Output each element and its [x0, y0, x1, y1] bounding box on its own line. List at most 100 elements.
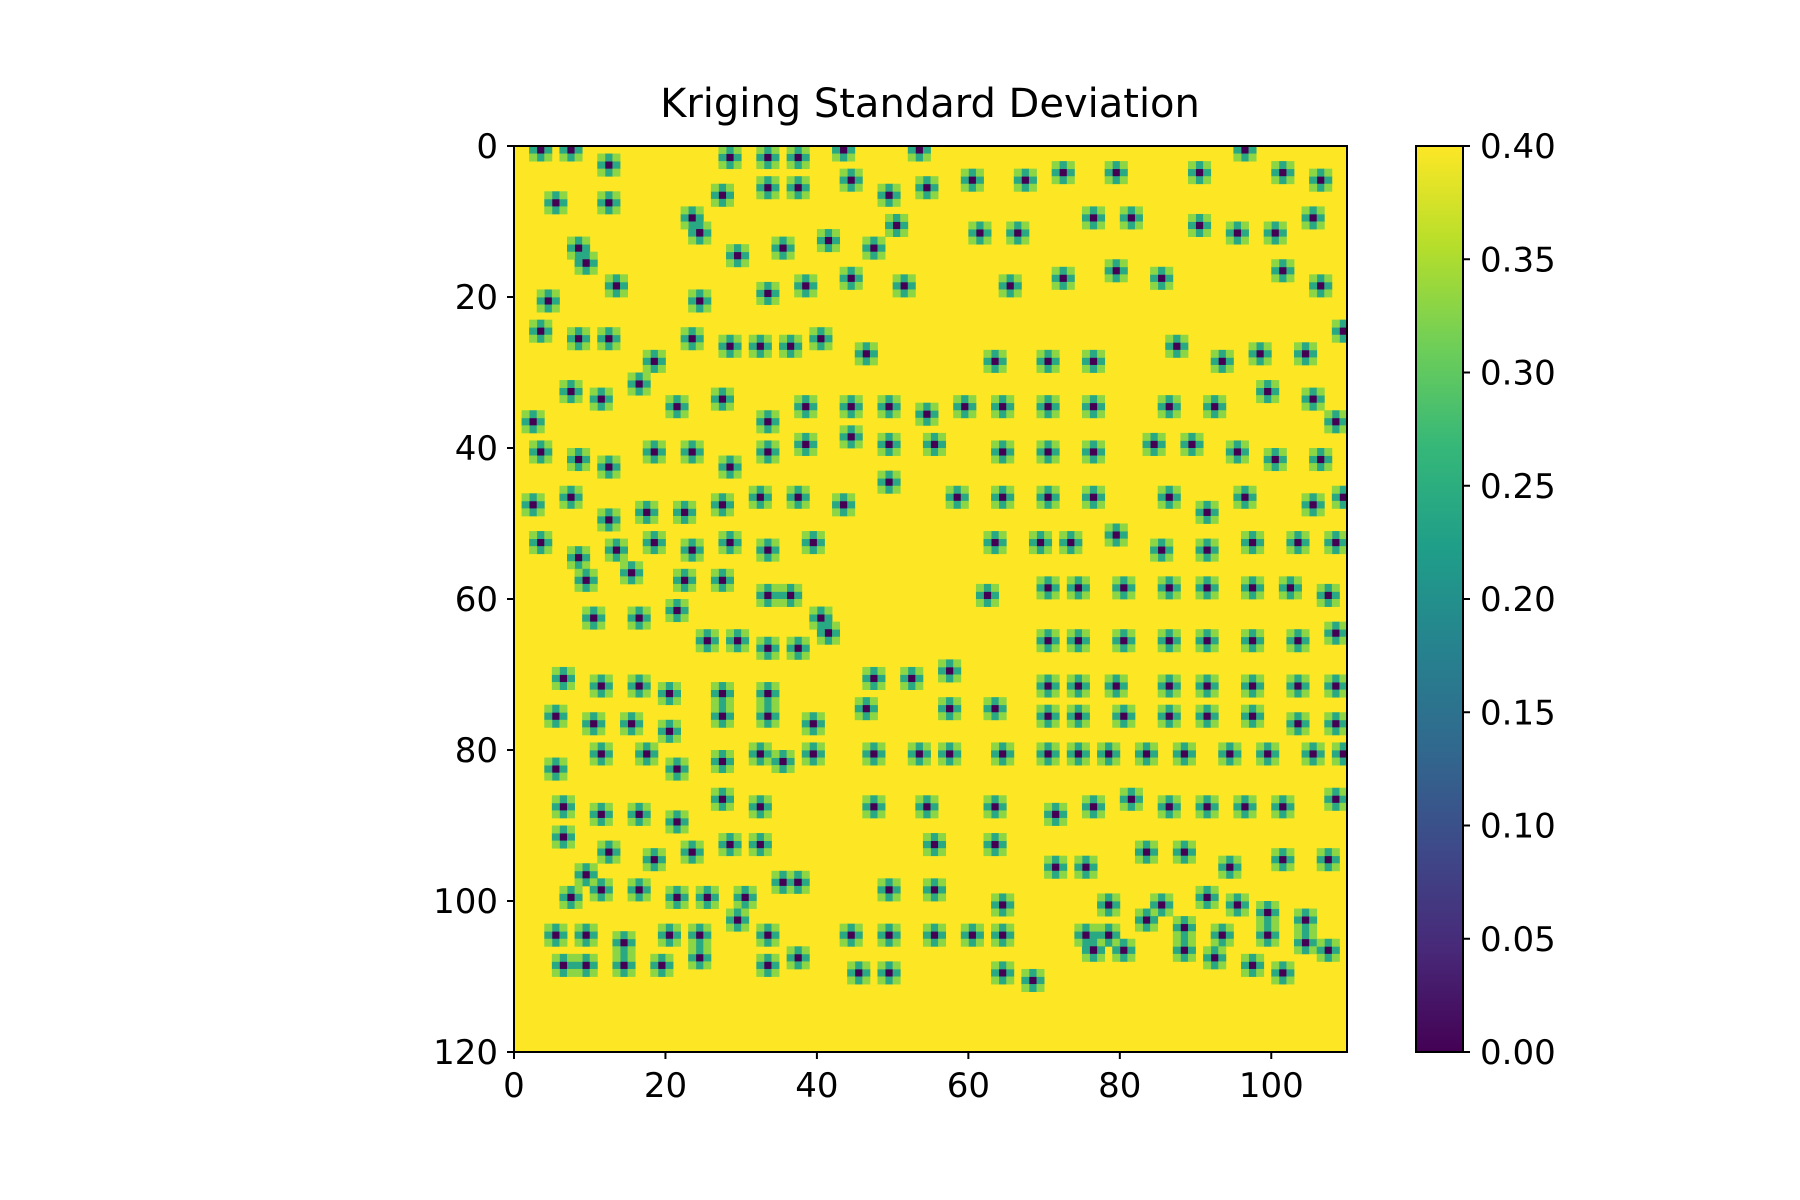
heatmap-cell — [991, 923, 1000, 932]
heatmap-cell — [801, 651, 810, 660]
heatmap-cell — [779, 251, 788, 260]
heatmap-cell — [1112, 750, 1121, 758]
heatmap-cell — [1066, 546, 1075, 555]
heatmap-cell — [1203, 168, 1212, 177]
heatmap-cell — [551, 682, 560, 690]
heatmap-cell — [1112, 583, 1121, 592]
heatmap-cell — [703, 644, 712, 653]
heatmap-cell — [1339, 538, 1348, 547]
heatmap-cell — [1309, 448, 1318, 456]
heatmap-cell — [968, 402, 977, 411]
heatmap-cell — [786, 244, 795, 253]
heatmap-cell — [718, 395, 727, 404]
heatmap-cell — [1240, 538, 1249, 547]
heatmap-cell — [551, 953, 560, 962]
heatmap-cell — [726, 636, 735, 645]
heatmap-cell — [1165, 546, 1174, 555]
heatmap-cell — [763, 923, 772, 932]
heatmap-cell — [635, 500, 644, 509]
heatmap-cell — [1157, 583, 1166, 592]
heatmap-cell — [1051, 591, 1060, 600]
heatmap-cell — [726, 493, 735, 502]
heatmap-cell — [748, 750, 757, 758]
heatmap-cell — [559, 901, 568, 909]
heatmap-cell — [915, 666, 924, 675]
heatmap-cell — [1301, 923, 1310, 932]
heatmap-cell — [854, 961, 863, 970]
heatmap-cell — [1104, 531, 1113, 539]
heatmap-cell — [885, 448, 894, 456]
heatmap-cell — [559, 885, 568, 894]
heatmap-cell — [597, 153, 606, 162]
heatmap-cell — [657, 719, 666, 728]
heatmap-cell — [1278, 455, 1287, 464]
heatmap-cell — [1044, 538, 1053, 547]
heatmap-cell — [1059, 176, 1068, 185]
heatmap-cell — [892, 191, 901, 200]
heatmap-cell — [1150, 440, 1159, 449]
heatmap-cell — [551, 772, 560, 781]
heatmap-cell — [1339, 757, 1348, 766]
heatmap-cell — [1172, 485, 1181, 494]
heatmap-cell — [604, 810, 613, 819]
heatmap-cell — [1286, 719, 1295, 728]
heatmap-cell — [589, 395, 598, 404]
heatmap-cell — [1066, 636, 1075, 645]
heatmap-cell — [567, 327, 575, 336]
heatmap-cell — [854, 274, 863, 283]
heatmap-cell — [763, 342, 772, 351]
heatmap-cell — [1006, 976, 1015, 985]
heatmap-cell — [1309, 742, 1318, 751]
heatmap-cell — [1074, 923, 1083, 932]
heatmap-cell — [1074, 682, 1083, 690]
heatmap-cell — [885, 229, 894, 237]
heatmap-cell — [748, 810, 757, 819]
heatmap-cell — [1036, 410, 1045, 419]
heatmap-cell — [703, 236, 712, 245]
heatmap-cell — [1248, 953, 1257, 962]
heatmap-cell — [1044, 493, 1053, 502]
heatmap-cell — [1127, 953, 1136, 962]
heatmap-cell — [1112, 682, 1121, 690]
heatmap-cell — [688, 553, 697, 562]
heatmap-cell — [748, 848, 757, 857]
heatmap-cell — [1339, 742, 1348, 751]
heatmap-cell — [1089, 938, 1098, 947]
heatmap-cell — [1256, 719, 1265, 728]
heatmap-cell — [907, 289, 916, 298]
heatmap-cell — [574, 266, 583, 275]
heatmap-cell — [1044, 395, 1053, 404]
heatmap-cell — [1240, 146, 1249, 154]
heatmap-cell — [1240, 221, 1249, 230]
heatmap-cell — [1089, 364, 1098, 373]
heatmap-cell — [544, 206, 553, 215]
heatmap-cell — [680, 576, 689, 585]
heatmap-cell — [786, 765, 795, 774]
heatmap-cell — [1271, 380, 1280, 388]
heatmap-cell — [1256, 923, 1265, 932]
heatmap-cell — [680, 583, 689, 592]
heatmap-cell — [771, 682, 780, 690]
heatmap-cell — [1309, 757, 1318, 766]
heatmap-cell — [968, 221, 977, 230]
heatmap-cell — [582, 327, 591, 336]
heatmap-cell — [1187, 448, 1196, 456]
heatmap-cell — [1044, 364, 1053, 373]
heatmap-cell — [1104, 689, 1113, 698]
heatmap-cell — [991, 802, 1000, 811]
heatmap-cell — [1142, 916, 1151, 925]
heatmap-cell — [1044, 455, 1053, 464]
heatmap-cell — [665, 727, 674, 736]
heatmap-cell — [854, 342, 863, 351]
heatmap-cell — [907, 674, 916, 683]
heatmap-cell — [1006, 485, 1015, 494]
heatmap-cell — [938, 440, 947, 449]
heatmap-cell — [665, 697, 674, 706]
heatmap-cell — [748, 334, 757, 343]
heatmap-cell — [710, 704, 719, 713]
heatmap-cell — [1044, 576, 1053, 585]
heatmap-cell — [991, 697, 1000, 706]
heatmap-cell — [1240, 674, 1249, 683]
heatmap-cell — [1127, 629, 1136, 638]
heatmap-cell — [1119, 802, 1128, 811]
